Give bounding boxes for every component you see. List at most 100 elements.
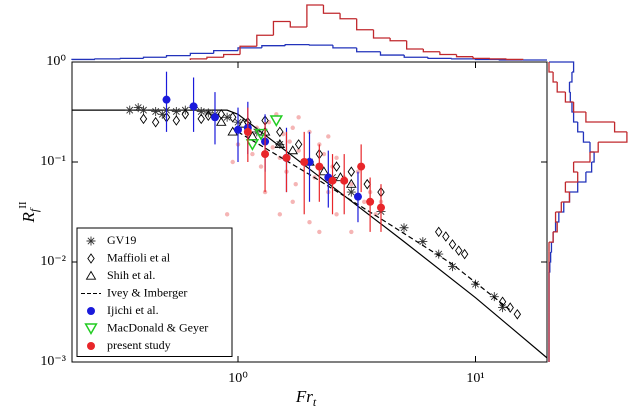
asterisk-marker — [151, 106, 161, 116]
legend-label: GV19 — [107, 233, 136, 247]
top-histogram-bin — [189, 58, 207, 60]
dashed-line — [237, 131, 511, 311]
top-histogram-bin — [451, 58, 476, 60]
triangle-down-marker — [245, 139, 260, 151]
triangle-marker — [215, 116, 227, 126]
right-histogram-bin — [569, 92, 572, 103]
diamond-marker — [229, 111, 237, 123]
top-histogram-bin — [142, 56, 167, 59]
circle-marker — [376, 203, 385, 212]
right-histogram-bin — [568, 81, 571, 93]
x-axis-label: Frt — [295, 387, 317, 409]
diamond-marker — [276, 126, 284, 138]
asterisk-marker — [471, 279, 481, 289]
top-histogram-bin — [505, 58, 524, 61]
right-histogram-bin — [585, 112, 615, 123]
right-histogram-bin — [572, 102, 586, 113]
legend-label: Maffioli et al — [107, 250, 171, 264]
cloud-point — [296, 148, 301, 153]
cloud-point — [317, 229, 322, 235]
asterisk-marker — [418, 237, 428, 247]
diamond-marker — [217, 109, 225, 120]
cloud-point — [349, 181, 354, 187]
legend-marker — [87, 342, 95, 350]
legend-marker — [84, 323, 98, 335]
right-histogram-bin — [582, 131, 590, 143]
asterisk-marker — [346, 187, 356, 197]
y-axis-label: RfII — [17, 201, 41, 223]
circle-marker — [210, 113, 219, 122]
asterisk-marker — [196, 106, 206, 116]
cloud-point — [296, 115, 301, 120]
right-histogram-bin — [589, 142, 595, 153]
top-histogram-bin — [472, 56, 490, 59]
legend-marker — [85, 270, 97, 280]
circle-marker — [243, 127, 252, 136]
triangle-down-marker — [254, 128, 268, 141]
cloud-point — [362, 199, 367, 204]
asterisk-marker — [399, 223, 409, 233]
top-histogram-bin — [189, 52, 214, 56]
legend-marker — [87, 253, 95, 264]
circle-marker — [189, 102, 198, 111]
diamond-marker — [460, 248, 469, 260]
diamond-marker — [442, 231, 450, 242]
y-tick-label: 10⁻¹ — [40, 154, 66, 169]
top-histogram-bin — [455, 54, 474, 58]
cloud-point — [293, 181, 298, 187]
right-histogram-bin — [572, 162, 578, 173]
diamond-marker — [455, 245, 463, 256]
diamond-marker — [197, 113, 205, 125]
y-tick-label: 10⁰ — [46, 54, 66, 69]
diamond-marker — [435, 226, 443, 238]
top-histogram-bin — [322, 5, 341, 14]
cloud-point — [321, 151, 327, 157]
top-histogram-bin — [403, 55, 429, 58]
top-histogram-bin — [213, 50, 239, 54]
right-histogram-bin — [585, 162, 593, 173]
diamond-marker — [332, 161, 341, 172]
right-histogram-bin — [564, 92, 574, 103]
asterisk-marker — [157, 109, 167, 119]
triangle-down-marker — [269, 115, 284, 127]
diamond-marker — [363, 178, 371, 190]
top-histogram-bin — [406, 40, 424, 50]
y-tick-label: 10⁻² — [40, 254, 66, 269]
y-tick-label: 10⁻³ — [40, 354, 66, 369]
circle-marker — [234, 125, 243, 134]
right-histogram-bin — [553, 222, 558, 233]
legend-label: Ivey & Imberger — [107, 285, 187, 299]
right-histogram-bin — [549, 251, 552, 263]
right-histogram-bin — [569, 181, 579, 193]
right-histogram-bin — [549, 61, 575, 73]
top-histogram-bin — [284, 43, 310, 46]
right-histogram-bin — [556, 81, 566, 93]
right-histogram-bin — [577, 172, 587, 183]
top-histogram-bin — [439, 51, 457, 56]
circle-marker — [353, 192, 362, 201]
x-tick-label: 10¹ — [466, 371, 484, 386]
top-histogram-bin — [308, 44, 333, 46]
triangle-marker — [346, 178, 357, 188]
asterisk-marker — [203, 108, 213, 118]
cloud-point — [290, 125, 295, 130]
top-histogram-bin — [239, 45, 257, 55]
top-histogram-bin — [427, 57, 452, 59]
diamond-marker — [181, 109, 190, 120]
top-histogram-bin — [389, 38, 407, 42]
circle-marker — [282, 153, 291, 162]
circle-marker — [340, 176, 349, 185]
cloud-point — [258, 164, 264, 169]
circle-marker — [357, 162, 366, 171]
triangle-marker — [237, 118, 249, 128]
top-histogram-bin — [306, 4, 324, 27]
asterisk-marker — [222, 112, 232, 122]
top-histogram-bin — [332, 45, 357, 49]
top-histogram-bin — [94, 58, 121, 60]
asterisk-marker — [138, 105, 148, 115]
top-histogram-bin — [356, 18, 374, 31]
asterisk-marker — [275, 139, 285, 149]
cloud-point — [290, 199, 295, 204]
right-histogram-bin — [590, 142, 599, 153]
legend-label: MacDonald & Geyer — [107, 320, 208, 334]
